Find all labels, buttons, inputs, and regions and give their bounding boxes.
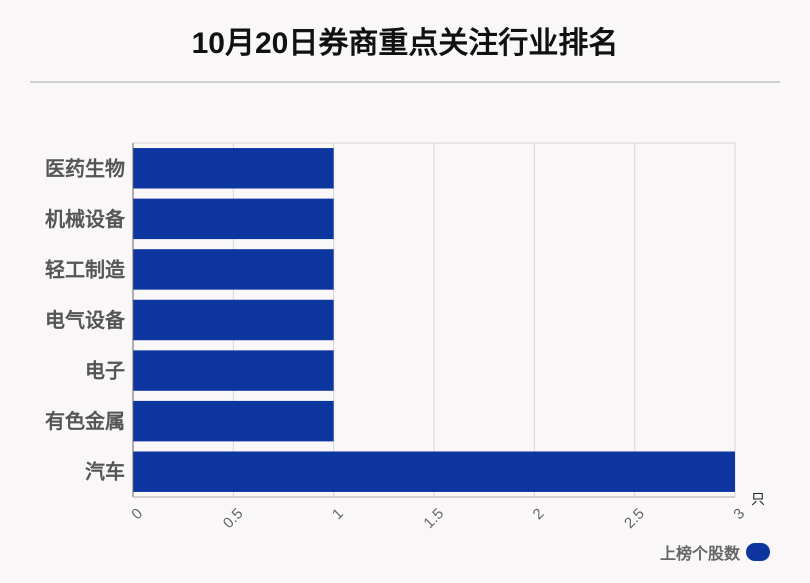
x-unit-label: 只 <box>751 491 765 507</box>
bar-6 <box>133 451 735 492</box>
x-tick-label-4: 2 <box>530 505 548 523</box>
bar-4 <box>133 350 334 391</box>
bar-3 <box>133 299 334 341</box>
category-label-1: 机械设备 <box>45 207 126 231</box>
x-tick-label-2: 1 <box>329 505 347 523</box>
x-tick-labels: 0 0.5 1 1.5 2 2.5 3 <box>128 505 748 532</box>
legend-swatch <box>746 543 770 561</box>
category-label-6: 汽车 <box>85 460 125 484</box>
bars <box>133 148 735 492</box>
category-label-2: 轻工制造 <box>45 257 126 281</box>
x-tick-label-6: 3 <box>730 505 748 523</box>
x-tick-label-5: 2.5 <box>621 505 648 532</box>
category-label-4: 电子 <box>85 360 125 383</box>
x-tick-label-0: 0 <box>128 505 146 523</box>
legend-label: 上榜个股数 <box>659 546 740 563</box>
category-label-5: 有色金属 <box>45 409 125 433</box>
title-divider <box>30 81 780 83</box>
legend: 上榜个股数 <box>660 540 770 564</box>
bar-1 <box>133 198 334 240</box>
bar-0 <box>133 148 334 189</box>
x-tick-label-1: 0.5 <box>220 505 247 532</box>
category-label-3: 电气设备 <box>45 308 126 332</box>
bar-2 <box>133 249 334 290</box>
chart-title: 10月20日券商重点关注行业排名 <box>191 27 619 60</box>
x-tick-label-3: 1.5 <box>420 505 447 532</box>
bar-5 <box>133 400 334 442</box>
category-label-0: 医药生物 <box>45 156 125 180</box>
